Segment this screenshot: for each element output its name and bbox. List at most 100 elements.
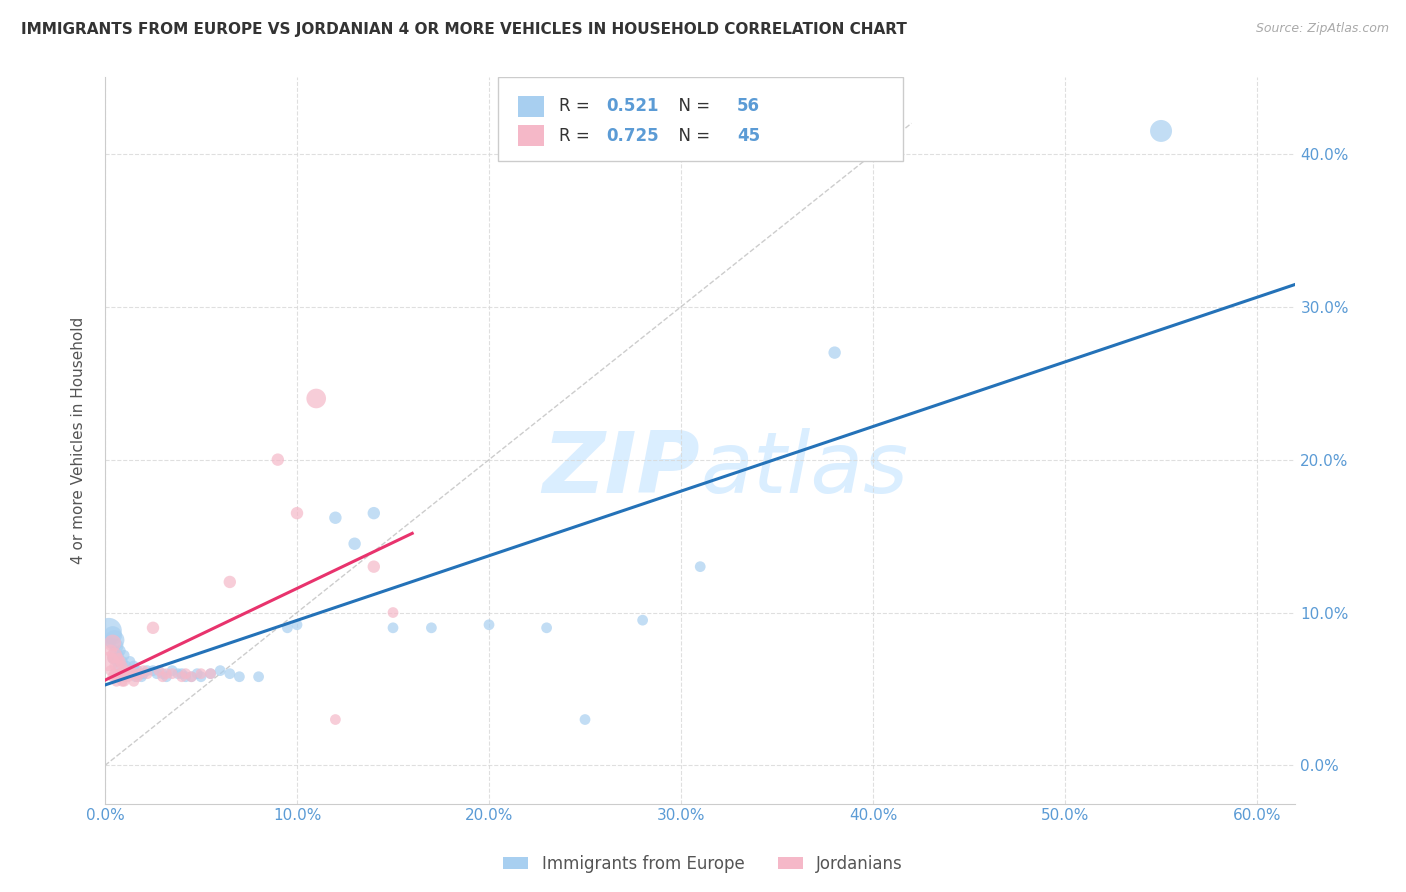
Point <box>127 670 149 684</box>
Point <box>125 666 148 681</box>
Point <box>276 621 298 635</box>
Point <box>104 666 127 681</box>
Point <box>174 666 197 681</box>
Point <box>111 674 134 689</box>
Point <box>115 659 138 673</box>
Point <box>104 644 127 658</box>
Point <box>170 666 193 681</box>
Point <box>101 651 124 665</box>
Point <box>160 666 183 681</box>
Point <box>170 670 193 684</box>
Point <box>209 664 232 678</box>
Text: 0.725: 0.725 <box>606 127 659 145</box>
Point <box>105 655 128 669</box>
Point <box>101 628 124 642</box>
Point <box>824 345 846 359</box>
Point <box>115 666 138 681</box>
Point <box>305 392 328 406</box>
Point <box>118 664 141 678</box>
Point <box>631 613 654 627</box>
Point <box>128 666 150 681</box>
Text: 56: 56 <box>737 97 761 115</box>
Point <box>122 674 145 689</box>
Point <box>363 506 385 520</box>
Point <box>267 452 290 467</box>
Point <box>136 666 159 681</box>
Point <box>122 659 145 673</box>
Point <box>117 670 139 684</box>
Point <box>112 670 135 684</box>
Point <box>105 674 128 689</box>
Point <box>112 674 135 689</box>
Point <box>186 666 208 681</box>
Point <box>110 644 132 658</box>
Point <box>101 651 124 665</box>
Point <box>107 659 129 673</box>
Point <box>190 670 212 684</box>
Point <box>180 670 202 684</box>
Point <box>200 666 222 681</box>
Point <box>152 666 174 681</box>
Point <box>382 606 405 620</box>
Point <box>132 664 155 678</box>
Point <box>111 655 134 669</box>
Point <box>478 617 501 632</box>
Point <box>136 664 159 678</box>
Text: ZIP: ZIP <box>543 428 700 511</box>
Point <box>117 664 139 678</box>
Point <box>118 655 141 669</box>
Text: Source: ZipAtlas.com: Source: ZipAtlas.com <box>1256 22 1389 36</box>
Text: atlas: atlas <box>700 428 908 511</box>
Point <box>155 670 177 684</box>
Point <box>247 670 270 684</box>
Point <box>363 559 385 574</box>
Point <box>1150 124 1173 138</box>
Point <box>190 666 212 681</box>
Point <box>127 664 149 678</box>
Point <box>285 506 308 520</box>
Text: IMMIGRANTS FROM EUROPE VS JORDANIAN 4 OR MORE VEHICLES IN HOUSEHOLD CORRELATION : IMMIGRANTS FROM EUROPE VS JORDANIAN 4 OR… <box>21 22 907 37</box>
Point <box>105 639 128 653</box>
Point <box>218 666 240 681</box>
Point <box>142 664 165 678</box>
Text: R =: R = <box>558 127 595 145</box>
Point <box>97 624 120 638</box>
Point <box>107 651 129 665</box>
Point <box>343 537 366 551</box>
Point <box>110 655 132 669</box>
Point <box>167 666 190 681</box>
Point <box>121 666 143 681</box>
Point <box>174 670 197 684</box>
Point <box>100 644 122 658</box>
Point <box>218 574 240 589</box>
Point <box>146 666 169 681</box>
Point <box>689 559 711 574</box>
Text: R =: R = <box>558 97 595 115</box>
Point <box>121 666 143 681</box>
Point <box>110 666 132 681</box>
Point <box>101 670 124 684</box>
Point <box>132 666 155 681</box>
FancyBboxPatch shape <box>517 125 544 146</box>
Point <box>285 617 308 632</box>
FancyBboxPatch shape <box>517 95 544 118</box>
Point <box>148 664 170 678</box>
Point <box>160 664 183 678</box>
Legend: Immigrants from Europe, Jordanians: Immigrants from Europe, Jordanians <box>496 848 910 880</box>
Point <box>100 664 122 678</box>
Point <box>104 648 127 663</box>
Point <box>112 648 135 663</box>
Point <box>125 670 148 684</box>
Point <box>100 636 122 650</box>
Point <box>105 659 128 673</box>
Point <box>155 666 177 681</box>
Point <box>325 510 347 524</box>
Point <box>180 670 202 684</box>
Point <box>131 670 153 684</box>
Text: N =: N = <box>668 97 716 115</box>
Point <box>382 621 405 635</box>
Point <box>107 648 129 663</box>
Point <box>536 621 558 635</box>
Point <box>128 666 150 681</box>
Y-axis label: 4 or more Vehicles in Household: 4 or more Vehicles in Household <box>72 317 86 564</box>
